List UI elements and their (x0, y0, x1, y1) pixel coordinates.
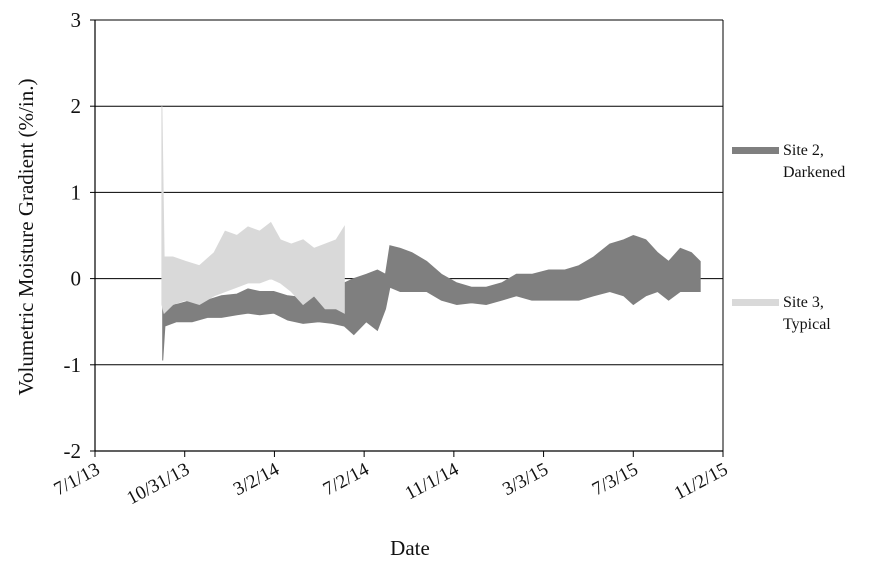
x-tick-label-0: 7/1/13 (51, 459, 104, 500)
x-tick-label-2: 3/2/14 (230, 459, 283, 501)
series-band-0 (162, 234, 701, 361)
series-areas (161, 106, 701, 361)
y-tick-label-2: 0 (71, 267, 82, 291)
y-tick-label-1: -1 (64, 353, 82, 377)
x-tick-label-4: 11/1/14 (402, 459, 463, 505)
x-tick-label-7: 11/2/15 (671, 459, 732, 504)
y-tick-label-3: 1 (71, 180, 82, 204)
x-axis-title: Date (390, 536, 430, 560)
x-tick-label-5: 3/3/15 (499, 459, 552, 500)
x-tick-labels: 7/1/13 10/31/13 3/2/14 7/2/14 11/1/14 3/3/15 7… (51, 459, 732, 509)
legend-swatch-0 (732, 147, 779, 154)
legend-label-0: Site 2, Darkened (783, 142, 845, 181)
x-tick-label-6: 7/3/15 (589, 459, 642, 500)
legend-label-1: Site 3, Typical (783, 294, 831, 333)
legend-swatch-1 (732, 299, 779, 306)
y-axis-title: Volumetric Moisture Gradient (%/in.) (14, 79, 38, 396)
plot-frame (90, 19, 724, 457)
x-tick-label-1: 10/31/13 (124, 459, 194, 509)
y-tick-labels: -2 -1 0 1 2 3 (64, 8, 82, 463)
x-tick-label-3: 7/2/14 (320, 459, 373, 501)
y-tick-label-5: 3 (71, 8, 82, 32)
legend: Site 2, Darkened Site 3, Typical (732, 142, 845, 333)
gridlines (95, 19, 723, 452)
series-band-1 (161, 106, 345, 315)
y-tick-label-4: 2 (71, 94, 82, 118)
y-tick-label-0: -2 (64, 439, 82, 463)
